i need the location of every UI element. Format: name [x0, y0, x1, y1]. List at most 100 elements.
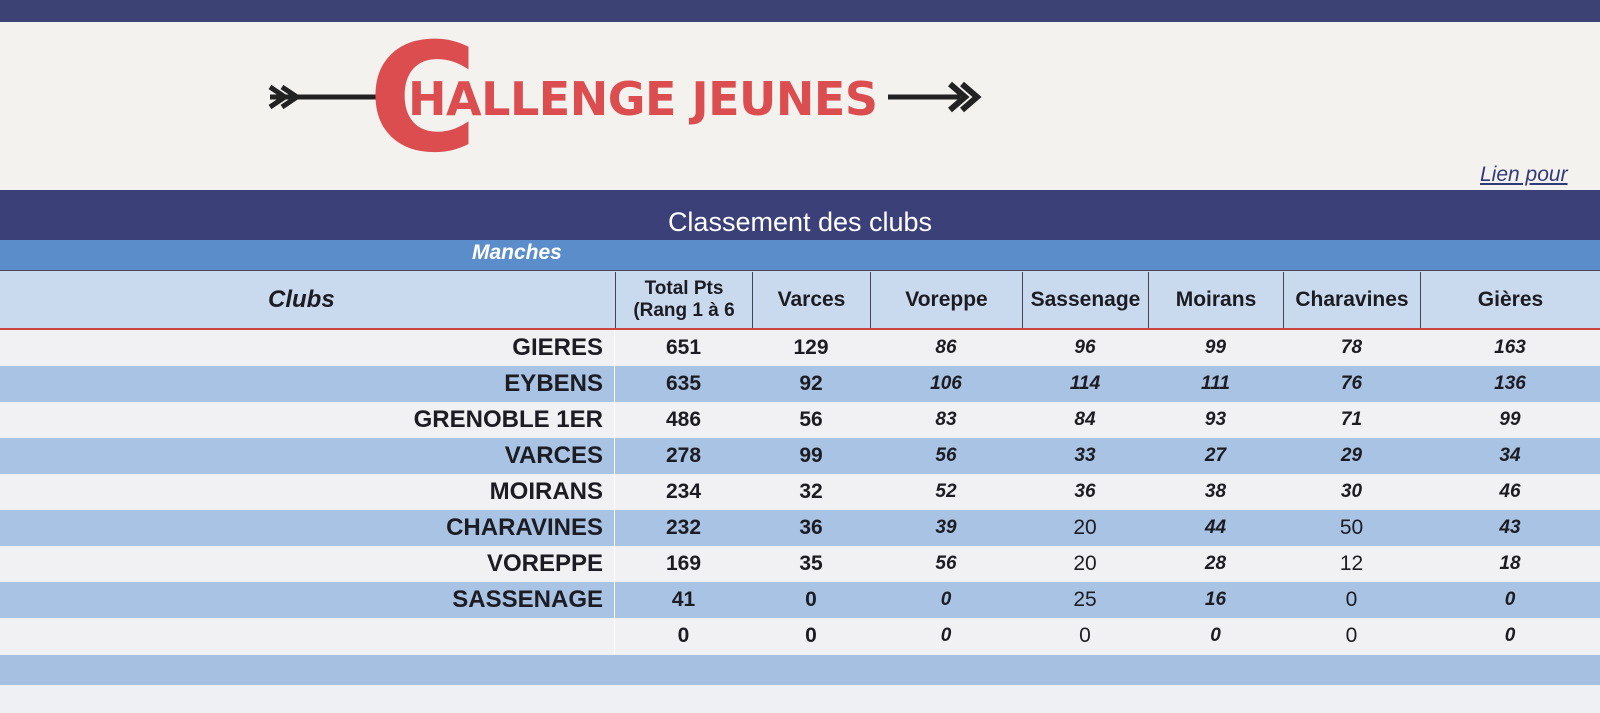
column-header: Moirans	[1148, 272, 1283, 328]
score: 0	[1079, 624, 1091, 647]
column-header: Gières	[1420, 272, 1600, 328]
score: 12	[1339, 552, 1364, 575]
column-header: Varces	[752, 272, 870, 328]
group-band	[0, 240, 1600, 270]
score: 43	[1499, 517, 1521, 538]
score: 28	[1204, 553, 1227, 574]
score: 32	[799, 480, 823, 503]
score: 29	[1340, 445, 1363, 466]
score: 0	[1504, 589, 1516, 610]
score: 25	[1073, 588, 1097, 611]
score: 83	[935, 409, 957, 430]
score: 50	[1339, 516, 1364, 539]
table-row	[0, 618, 1600, 654]
score: 0	[1345, 588, 1358, 611]
column-divider	[614, 330, 615, 654]
score: 232	[665, 516, 702, 539]
score: 41	[671, 588, 696, 611]
score: 0	[1210, 625, 1221, 646]
club-name: EYBENS	[504, 370, 603, 397]
club-name: VARCES	[504, 442, 603, 469]
club-name: VOREPPE	[486, 550, 603, 577]
header-row	[0, 270, 1600, 330]
table-row	[0, 582, 1600, 618]
table-row	[0, 474, 1600, 510]
table-row	[0, 546, 1600, 582]
score: 84	[1074, 409, 1096, 430]
score: 278	[665, 444, 702, 467]
score: 27	[1204, 445, 1227, 466]
score: 114	[1069, 373, 1101, 394]
score: 0	[940, 589, 952, 610]
score: 38	[1204, 481, 1227, 502]
score: 0	[940, 625, 952, 646]
score: 0	[1504, 625, 1516, 646]
score: 44	[1204, 517, 1227, 538]
column-header: Total Pts (Rang 1 à 6	[615, 272, 752, 328]
table-row	[0, 330, 1600, 366]
score: 635	[665, 372, 702, 395]
score: 0	[805, 588, 817, 611]
score: 20	[1073, 552, 1097, 575]
score: 169	[665, 552, 702, 575]
score: 34	[1499, 445, 1521, 466]
score: 71	[1340, 409, 1363, 430]
score: 93	[1204, 409, 1227, 430]
score: 99	[1204, 337, 1227, 358]
score: 20	[1073, 516, 1097, 539]
column-header: Clubs	[268, 286, 335, 314]
footer-band	[0, 655, 1600, 685]
club-name: MOIRANS	[489, 478, 603, 505]
score: 36	[799, 516, 823, 539]
club-name: CHARAVINES	[446, 514, 603, 541]
score: 56	[935, 445, 957, 466]
group-label: Manches	[472, 241, 562, 264]
column-header: Sassenage	[1022, 272, 1148, 328]
club-name: GIERES	[512, 334, 603, 361]
score: 78	[1340, 337, 1363, 358]
score: 486	[665, 408, 702, 431]
score: 39	[935, 517, 957, 538]
score: 99	[1499, 409, 1521, 430]
table-row	[0, 510, 1600, 546]
score: 76	[1340, 373, 1363, 394]
score: 0	[1345, 624, 1358, 647]
column-header: Voreppe	[870, 272, 1022, 328]
score: 99	[799, 444, 823, 467]
table-row	[0, 366, 1600, 402]
score: 16	[1204, 589, 1227, 610]
score: 129	[793, 336, 829, 359]
logo-text: HALLENGE JEUNES	[408, 72, 878, 126]
score: 36	[1074, 481, 1096, 502]
table-title: Classement des clubs	[0, 190, 1600, 240]
header	[0, 22, 1600, 190]
score: 106	[930, 373, 962, 394]
score: 56	[935, 553, 957, 574]
link[interactable]: Lien pour	[1480, 163, 1568, 186]
logo: C HALLENGE JEUNES	[268, 22, 982, 182]
table-row	[0, 402, 1600, 438]
score: 86	[935, 337, 957, 358]
score: 35	[799, 552, 823, 575]
score: 56	[799, 408, 823, 431]
score: 651	[665, 336, 702, 359]
score: 46	[1499, 481, 1521, 502]
score: 234	[665, 480, 702, 503]
score: 0	[677, 624, 690, 647]
score: 111	[1201, 373, 1230, 394]
club-name: GRENOBLE 1ER	[413, 406, 603, 433]
club-name: SASSENAGE	[452, 586, 603, 613]
score: 52	[935, 481, 957, 502]
score: 96	[1074, 337, 1096, 358]
score: 30	[1340, 481, 1363, 502]
score: 136	[1494, 373, 1526, 394]
column-header: Charavines	[1283, 272, 1420, 328]
table-row	[0, 438, 1600, 474]
score: 92	[799, 372, 823, 395]
score: 18	[1499, 553, 1521, 574]
score: 163	[1494, 337, 1526, 358]
score: 33	[1074, 445, 1096, 466]
top-band	[0, 0, 1600, 22]
score: 0	[805, 624, 817, 647]
